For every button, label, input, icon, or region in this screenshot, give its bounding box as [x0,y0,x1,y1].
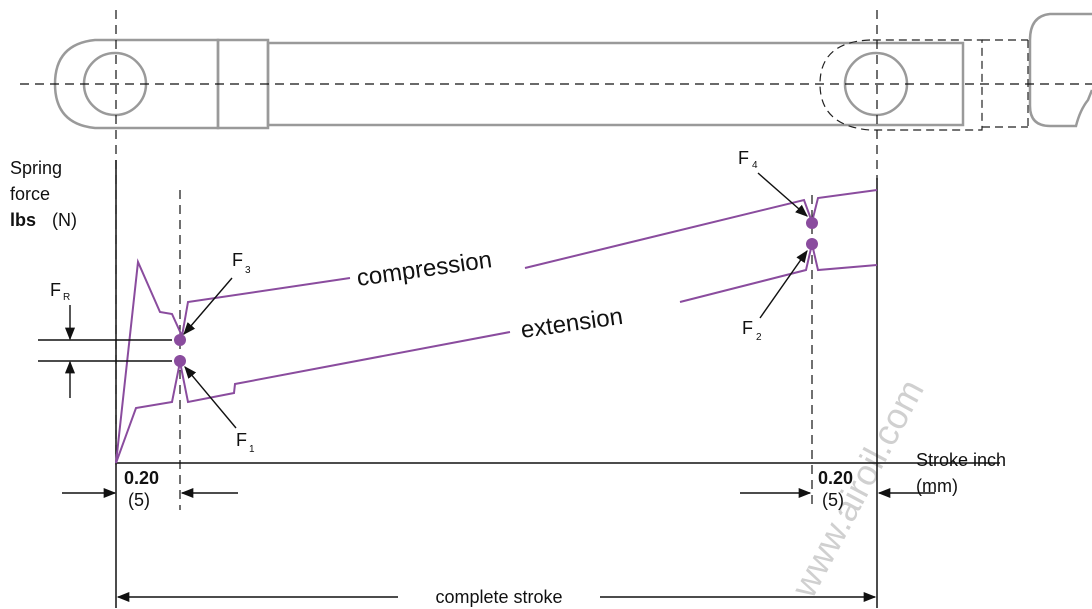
point-f2 [806,238,818,250]
extension-curve [115,331,511,464]
f2-sub: 2 [756,332,762,343]
point-f4 [806,217,818,229]
force-curves [115,189,878,464]
right-dim-metric: (5) [822,490,844,510]
right-end-part [1028,12,1092,128]
y-axis-label-line1: Spring [10,158,62,178]
watermark: www.airoil.com [782,373,931,605]
fr-letter: F [50,280,61,300]
f1-letter: F [236,430,247,450]
compression-curve [115,258,351,464]
extension-label: extension [519,303,625,344]
f3-arrow [183,277,233,335]
x-axis-label-line1: Stroke inch [916,450,1006,470]
complete-stroke-dimension: complete stroke [116,587,877,607]
f4-letter: F [738,148,749,168]
right-dim-value: 0.20 [818,468,853,488]
y-axis-label-line2: force [10,184,50,204]
compression-curve-right [524,189,878,269]
compression-label: compression [355,246,493,292]
f1-arrow [184,366,237,429]
left-dimension: 0.20 (5) [62,468,238,510]
fr-dimension: F R [38,280,172,398]
f1-sub: 1 [249,444,255,455]
gas-spring-drawing [20,12,1092,131]
f2-arrow [759,249,808,319]
left-dim-metric: (5) [128,490,150,510]
point-f3 [174,334,186,346]
y-axis-unit-bold: lbs [10,210,36,230]
x-axis-label-line2: (mm) [916,476,958,496]
complete-stroke-label: complete stroke [435,587,562,607]
f3-letter: F [232,250,243,270]
f2-letter: F [742,318,753,338]
right-eye-end-dashed [819,39,983,131]
extension-curve-right [679,243,878,303]
f4-sub: 4 [752,160,758,171]
y-axis-unit-metric: (N) [52,210,77,230]
left-dim-value: 0.20 [124,468,159,488]
fr-sub: R [63,292,70,303]
f3-sub: 3 [245,265,251,276]
right-dimension: 0.20 (5) [740,468,935,510]
point-f1 [174,355,186,367]
f4-arrow [757,172,808,217]
